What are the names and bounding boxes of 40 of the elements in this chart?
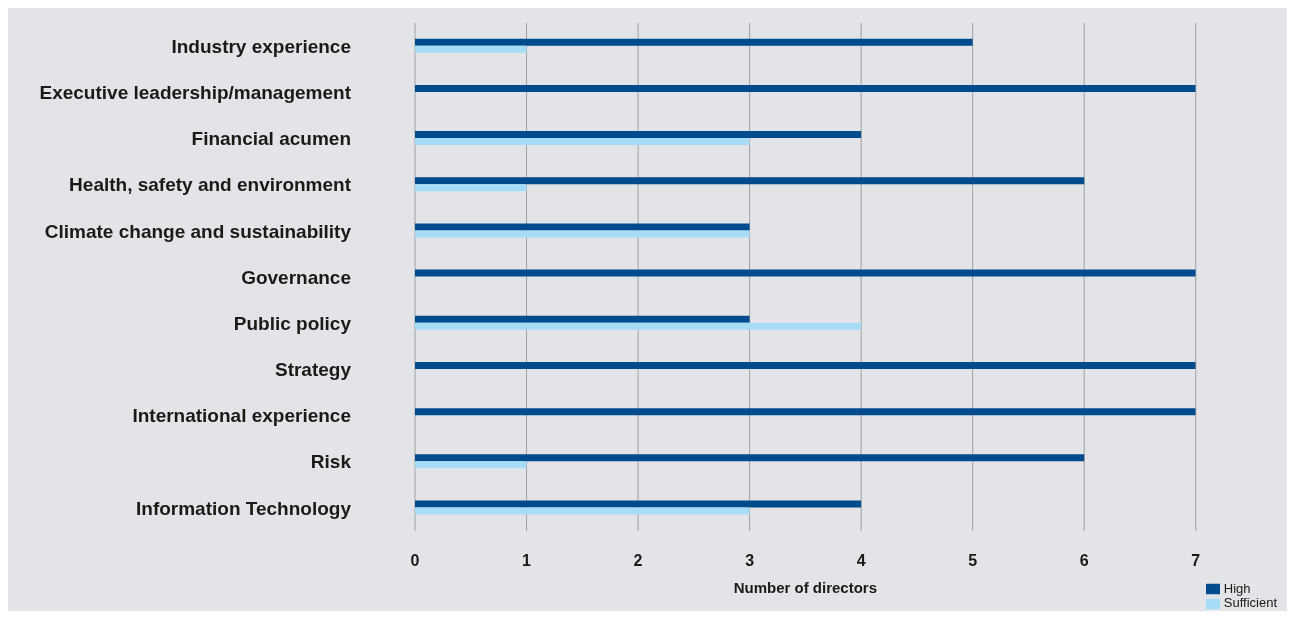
y-tick-label: Governance: [241, 266, 351, 288]
bar: [415, 138, 750, 146]
bar: [415, 315, 750, 323]
x-tick-label: 7: [1191, 552, 1201, 570]
y-tick-label: Industry experience: [171, 35, 351, 57]
bar: [415, 84, 1196, 92]
bar: [415, 507, 750, 515]
y-tick-label: Health, safety and environment: [69, 174, 352, 196]
x-tick-label: 2: [633, 552, 643, 570]
bar: [415, 45, 527, 53]
x-tick-label: 5: [968, 552, 978, 570]
bar: [415, 38, 973, 46]
bar: [415, 230, 750, 238]
y-tick-label: Information Technology: [136, 497, 352, 519]
x-tick-label: 3: [745, 552, 755, 570]
bar: [415, 177, 1085, 185]
x-tick-label: 4: [856, 552, 866, 570]
x-axis-title: Number of directors: [733, 579, 878, 596]
bar: [415, 361, 1196, 369]
bar: [415, 322, 862, 330]
y-tick-label: Public policy: [233, 312, 352, 334]
y-tick-label: Financial acumen: [191, 128, 351, 150]
bar: [415, 500, 862, 508]
bar: [415, 184, 527, 192]
y-tick-label: Climate change and sustainability: [44, 220, 352, 242]
y-tick-label: Risk: [310, 451, 352, 473]
bar: [415, 269, 1196, 277]
y-tick-label: Strategy: [274, 359, 352, 381]
x-tick-label: 1: [522, 552, 532, 570]
legend-label: Sufficient: [1223, 595, 1277, 611]
y-tick-label: Executive leadership/management: [39, 82, 352, 104]
bar: [415, 461, 527, 469]
bar: [415, 408, 1196, 416]
x-tick-label: 6: [1079, 552, 1089, 570]
y-tick-label: International experience: [132, 405, 351, 427]
bar: [415, 223, 750, 231]
legend-label: High: [1223, 580, 1251, 596]
x-tick-label: 0: [410, 552, 420, 570]
bar: [415, 131, 862, 139]
bar: [415, 454, 1085, 462]
